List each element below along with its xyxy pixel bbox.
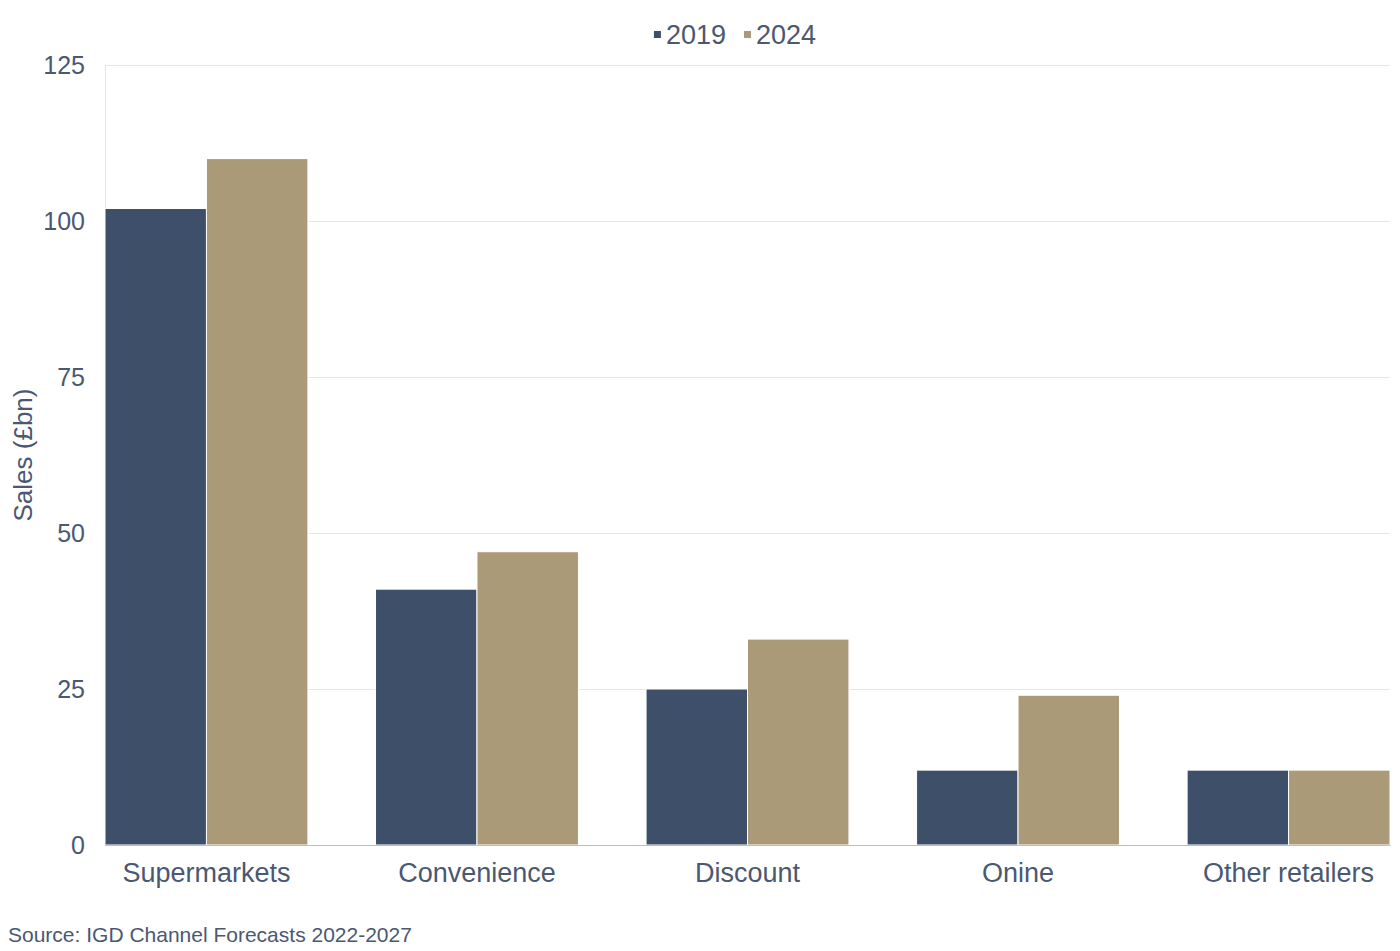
legend: 2019 2024 [654,20,816,50]
x-tick: Discount [695,845,801,888]
bar [646,689,747,845]
bar [105,209,206,845]
x-tick-label: Supermarkets [122,858,290,888]
legend-item: 2024 [744,20,816,50]
x-tick: Supermarkets [122,845,290,888]
x-axis: Supermarkets Convenience Discount Onine Othe… [106,845,1391,888]
plot: 0 25 50 75 100 125 Supermarkets Convenience Disc… [43,51,1390,889]
legend-label: 2024 [756,20,816,50]
y-tick-label: 100 [43,207,85,235]
bar [1187,770,1288,845]
bar [917,770,1018,845]
x-tick: Other retailers [1203,845,1374,888]
legend-label: 2019 [666,20,726,50]
y-tick-label: 125 [43,51,85,79]
legend-item: 2019 [654,20,726,50]
y-tick-label: 50 [57,519,85,547]
bar [1289,770,1390,845]
chart: 0 25 50 75 100 125 Supermarkets Convenience Disc… [0,0,1400,951]
y-axis: 0 25 50 75 100 125 [43,51,1390,859]
bar [477,552,578,845]
bar [206,159,307,845]
grid-line [105,65,1390,66]
bar [1018,695,1119,845]
y-tick-label: 75 [57,363,85,391]
y-tick: 125 [43,51,1390,79]
source-note: Source: IGD Channel Forecasts 2022-2027 [8,923,412,946]
y-tick-label: 25 [57,675,85,703]
legend-swatch [654,31,661,38]
grid-line [105,845,1390,846]
bars [105,159,1390,845]
x-tick-label: Convenience [398,858,556,888]
legend-swatch [744,31,751,38]
y-tick-label: 0 [71,831,85,859]
x-tick: Onine [982,845,1054,888]
x-tick-label: Discount [695,858,801,888]
x-axis-line [106,845,1391,846]
x-tick-label: Onine [982,858,1054,888]
x-tick: Convenience [398,845,556,888]
bar [748,639,849,845]
x-tick-label: Other retailers [1203,858,1374,888]
y-axis-title: Sales (£bn) [8,389,38,522]
bar [376,589,477,845]
